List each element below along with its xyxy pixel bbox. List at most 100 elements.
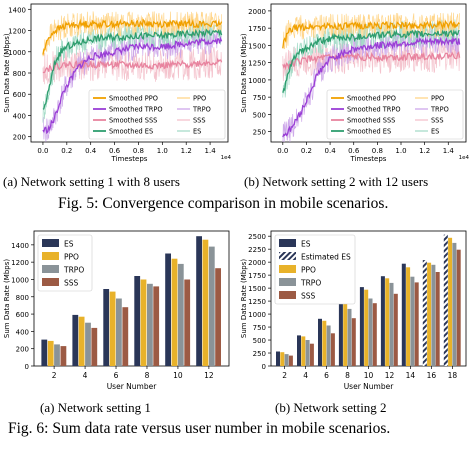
plot-area	[282, 12, 461, 142]
caption-fig6: Fig. 6: Sum data rate versus user number…	[8, 420, 391, 437]
y-tick-label: 600	[16, 311, 29, 319]
y-tick-label: 500	[253, 111, 266, 119]
bar-trpo	[208, 246, 215, 366]
x-tick-label: 6	[324, 371, 329, 380]
bar-ppo	[140, 279, 147, 366]
y-tick-label: 600	[13, 91, 26, 99]
y-tick-label: 400	[16, 328, 29, 336]
y-tick-label: 750	[253, 324, 266, 332]
bar-trpo	[85, 322, 91, 366]
legend-label: SSS	[193, 117, 206, 125]
legend-swatch	[279, 239, 296, 247]
smoothed-line-ppo	[42, 17, 223, 55]
x-tick-label: 0.2	[61, 147, 72, 155]
bar-ppo	[202, 239, 209, 366]
legend-swatch	[42, 278, 59, 286]
x-tick-label: 16	[427, 371, 437, 380]
legend-swatch	[42, 252, 59, 260]
bar-sss	[309, 343, 314, 366]
x-tick-label: 0.6	[348, 147, 360, 155]
x-tick-label: 0.6	[109, 147, 121, 155]
convergence-chart-setting-1: 200 400 600 800 1000 1200 1400 0.0 0.2 0.4 0.6 0.8 1…	[0, 0, 237, 172]
bar-ppo	[280, 352, 285, 366]
x-tick-label: 1.2	[181, 147, 192, 155]
bar-sss	[122, 307, 129, 366]
y-tick-label: 1750	[248, 272, 266, 280]
bar-es	[41, 339, 48, 366]
y-axis-label: Sum Data Rate (Mbps)	[240, 259, 248, 338]
bar-sss	[60, 346, 67, 366]
bar-sss	[153, 286, 160, 366]
smoothed-line-sss	[282, 51, 461, 71]
caption-fig5: Fig. 5: Convergence comparison in mobile…	[58, 195, 389, 212]
y-tick-label: 2000	[248, 259, 266, 267]
bar-es	[318, 318, 322, 367]
bar-chart-setting-1-svg: 0 200 400 600 800 1000 1200 1400 2 4 6 8 10 12 User Nu…	[3, 230, 230, 391]
bar-es	[196, 236, 202, 366]
y-axis-label: Sum Data Rate (Mbps)	[240, 33, 248, 112]
legend-label: ES	[193, 128, 201, 136]
y-tick-label: 1000	[11, 276, 29, 284]
x-tick-label: 1.0	[395, 147, 406, 155]
y-axis-label: Sum Data Rate (Mbps)	[3, 259, 11, 338]
y-tick-label: 1500	[248, 42, 266, 50]
legend-label: TRPO	[430, 106, 449, 114]
x-tick-label: 12	[385, 371, 395, 380]
x-axis-label: Timesteps	[111, 155, 148, 163]
bar-sss	[288, 355, 293, 366]
y-tick-label: 1250	[248, 60, 266, 68]
legend-label: PPO	[301, 266, 316, 275]
bar-sss	[184, 279, 191, 366]
legend-swatch	[279, 252, 296, 260]
y-tick-label: 0	[25, 363, 29, 371]
bar-ppo	[406, 267, 411, 366]
y-axis-label: Sum Data Rate (Mbps)	[3, 33, 11, 112]
x-tick-label: 1.4	[205, 147, 217, 155]
bar-trpo	[347, 308, 352, 366]
legend-swatch	[279, 278, 296, 286]
caption-fig6-a: (a) Network setting 1	[40, 400, 151, 415]
bar-sss	[372, 303, 377, 366]
legend-box	[88, 89, 226, 140]
smoothed-line-es	[42, 28, 223, 110]
legend-label: Smoothed TRPO	[109, 106, 163, 114]
bar-trpo	[305, 340, 310, 366]
y-tick-label: 1000	[248, 77, 266, 85]
bar-ppo	[343, 302, 348, 366]
bar-trpo	[389, 282, 394, 366]
x-tick-label: 1.2	[419, 147, 430, 155]
bar-es	[338, 301, 343, 366]
bar-trpo	[147, 283, 153, 366]
bar-sss	[330, 333, 335, 366]
caption-fig5-b: (b) Network setting 2 with 12 users	[244, 174, 429, 189]
legend-label: Smoothed ES	[109, 128, 153, 136]
caption-fig6-b: (b) Network setting 2	[275, 400, 387, 415]
x-axis-exponent: 1e4	[221, 155, 232, 161]
legend-label: Smoothed ES	[347, 128, 391, 136]
legend-label: TRPO	[63, 266, 84, 275]
smoothed-line-trpo	[42, 36, 223, 135]
smoothed-line-sss	[42, 57, 223, 74]
bar-sss	[456, 249, 461, 366]
x-tick-label: 1.0	[157, 147, 168, 155]
x-tick-label: 0.0	[37, 147, 48, 155]
legend-swatch	[279, 291, 296, 299]
x-tick-label: 8	[345, 371, 350, 380]
bar-ppo	[301, 336, 306, 366]
x-tick-label: 1.4	[443, 147, 455, 155]
y-tick-label: 250	[253, 350, 266, 358]
x-tick-label: 0.4	[325, 147, 337, 155]
legend-label: Estimated ES	[301, 253, 351, 262]
legend-label: ES	[64, 240, 74, 249]
y-tick-label: 1200	[8, 28, 26, 36]
y-tick-label: 1400	[11, 242, 29, 250]
legend-swatch	[279, 265, 296, 273]
bar-es	[359, 287, 364, 366]
bar-es	[103, 289, 110, 366]
legend-label: Smoothed PPO	[347, 95, 396, 103]
smoothed-line-es	[282, 28, 460, 93]
bar-trpo	[177, 263, 184, 366]
x-tick-label: 2	[52, 371, 57, 380]
y-tick-label: 2000	[248, 8, 266, 16]
bar-ppo	[427, 262, 432, 366]
